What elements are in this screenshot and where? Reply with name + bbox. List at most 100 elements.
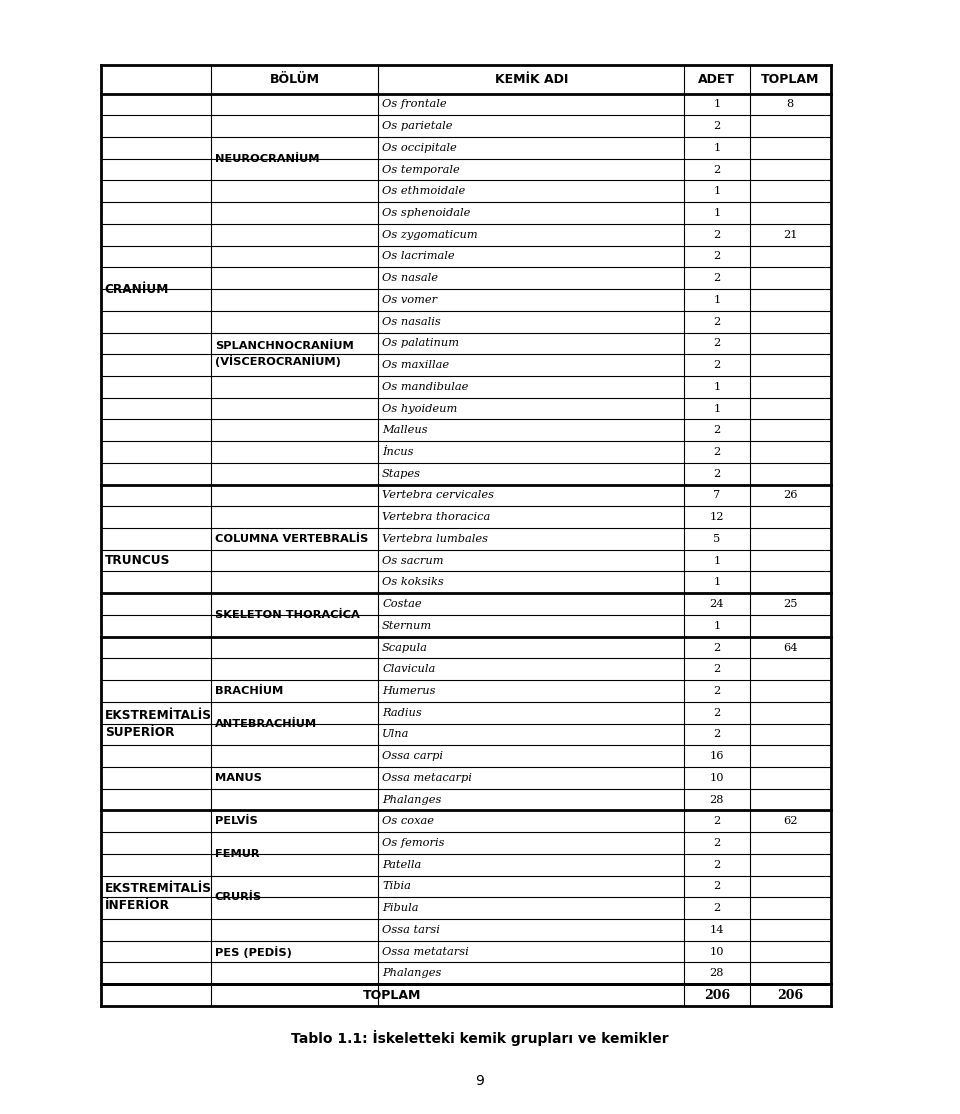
Text: Os nasalis: Os nasalis bbox=[382, 316, 441, 326]
Text: Phalanges: Phalanges bbox=[382, 968, 442, 978]
Text: SPLANCHNOCRANİUM
(VİSCEROCRANİUM): SPLANCHNOCRANİUM (VİSCEROCRANİUM) bbox=[215, 341, 353, 368]
Text: Os femoris: Os femoris bbox=[382, 838, 444, 848]
Text: 2: 2 bbox=[713, 339, 721, 349]
Text: EKSTREMİTALİS
SUPERİOR: EKSTREMİTALİS SUPERİOR bbox=[105, 709, 211, 739]
Text: 2: 2 bbox=[713, 664, 721, 674]
Text: 7: 7 bbox=[713, 490, 721, 500]
Text: Os temporale: Os temporale bbox=[382, 165, 460, 175]
Text: 24: 24 bbox=[709, 599, 724, 609]
Text: 2: 2 bbox=[713, 229, 721, 240]
Text: Vertebra lumbales: Vertebra lumbales bbox=[382, 534, 488, 544]
Text: 26: 26 bbox=[783, 490, 798, 500]
Text: 1: 1 bbox=[713, 186, 721, 196]
Text: 1: 1 bbox=[713, 295, 721, 305]
Text: İncus: İncus bbox=[382, 447, 414, 457]
Text: 8: 8 bbox=[786, 99, 794, 109]
Text: 62: 62 bbox=[783, 817, 798, 827]
Text: Os mandibulae: Os mandibulae bbox=[382, 382, 468, 392]
Text: 1: 1 bbox=[713, 556, 721, 566]
Text: PELVİS: PELVİS bbox=[215, 817, 257, 827]
Text: Phalanges: Phalanges bbox=[382, 794, 442, 804]
Text: Os koksiks: Os koksiks bbox=[382, 577, 444, 587]
Text: 2: 2 bbox=[713, 686, 721, 696]
Text: 16: 16 bbox=[709, 751, 724, 761]
Text: Ossa tarsi: Ossa tarsi bbox=[382, 925, 440, 935]
Text: Os ethmoidale: Os ethmoidale bbox=[382, 186, 466, 196]
Text: Vertebra thoracica: Vertebra thoracica bbox=[382, 512, 491, 522]
Text: Fibula: Fibula bbox=[382, 903, 419, 913]
Text: 2: 2 bbox=[713, 838, 721, 848]
Text: NEUROCRANİUM: NEUROCRANİUM bbox=[215, 154, 320, 164]
Text: 10: 10 bbox=[709, 947, 724, 957]
Text: 1: 1 bbox=[713, 99, 721, 109]
Text: 2: 2 bbox=[713, 881, 721, 891]
Text: 5: 5 bbox=[713, 534, 721, 544]
Text: Os coxae: Os coxae bbox=[382, 817, 434, 827]
Text: Ossa metatarsi: Ossa metatarsi bbox=[382, 947, 468, 957]
Text: ADET: ADET bbox=[698, 72, 735, 86]
Text: EKSTREMİTALİS
İNFERİOR: EKSTREMİTALİS İNFERİOR bbox=[105, 882, 211, 912]
Text: 1: 1 bbox=[713, 403, 721, 413]
Text: 2: 2 bbox=[713, 252, 721, 262]
Text: 2: 2 bbox=[713, 730, 721, 740]
Text: Os zygomaticum: Os zygomaticum bbox=[382, 229, 478, 240]
Text: 64: 64 bbox=[783, 643, 798, 653]
Text: Vertebra cervicales: Vertebra cervicales bbox=[382, 490, 494, 500]
Text: 10: 10 bbox=[709, 773, 724, 783]
Text: 12: 12 bbox=[709, 512, 724, 522]
Text: 21: 21 bbox=[783, 229, 798, 240]
Text: Ulna: Ulna bbox=[382, 730, 410, 740]
Text: TOPLAM: TOPLAM bbox=[363, 988, 421, 1001]
Text: Tablo 1.1: İskeletteki kemik grupları ve kemikler: Tablo 1.1: İskeletteki kemik grupları ve… bbox=[291, 1030, 669, 1046]
Text: Humerus: Humerus bbox=[382, 686, 436, 696]
Text: Os maxillae: Os maxillae bbox=[382, 360, 449, 370]
Text: 2: 2 bbox=[713, 426, 721, 436]
Text: Ossa metacarpi: Ossa metacarpi bbox=[382, 773, 472, 783]
Text: Scapula: Scapula bbox=[382, 643, 428, 653]
Text: Sternum: Sternum bbox=[382, 620, 432, 631]
Text: Os occipitale: Os occipitale bbox=[382, 143, 457, 153]
Text: COLUMNA VERTEBRALİS: COLUMNA VERTEBRALİS bbox=[215, 534, 368, 544]
Text: 206: 206 bbox=[778, 988, 804, 1001]
Text: 1: 1 bbox=[713, 143, 721, 153]
Text: MANUS: MANUS bbox=[215, 773, 262, 783]
Text: CRANİUM: CRANİUM bbox=[105, 283, 169, 295]
Text: 2: 2 bbox=[713, 860, 721, 870]
Text: 1: 1 bbox=[713, 620, 721, 631]
Text: Os parietale: Os parietale bbox=[382, 121, 452, 131]
Text: Ossa carpi: Ossa carpi bbox=[382, 751, 444, 761]
Text: Malleus: Malleus bbox=[382, 426, 428, 436]
Text: 206: 206 bbox=[704, 988, 730, 1001]
Text: Stapes: Stapes bbox=[382, 469, 421, 479]
Text: CRURİS: CRURİS bbox=[215, 892, 262, 902]
Text: BÖLÜM: BÖLÜM bbox=[270, 72, 320, 86]
Text: 1: 1 bbox=[713, 382, 721, 392]
Text: PES (PEDİS): PES (PEDİS) bbox=[215, 946, 292, 958]
Text: 2: 2 bbox=[713, 360, 721, 370]
Text: 2: 2 bbox=[713, 903, 721, 913]
Text: 14: 14 bbox=[709, 925, 724, 935]
Text: Costae: Costae bbox=[382, 599, 421, 609]
Text: 2: 2 bbox=[713, 316, 721, 326]
Text: TOPLAM: TOPLAM bbox=[761, 72, 820, 86]
Text: 9: 9 bbox=[475, 1074, 485, 1087]
Text: 25: 25 bbox=[783, 599, 798, 609]
Text: SKELETON THORACİCA: SKELETON THORACİCA bbox=[215, 609, 360, 620]
Text: 2: 2 bbox=[713, 273, 721, 283]
Text: 28: 28 bbox=[709, 794, 724, 804]
Text: TRUNCUS: TRUNCUS bbox=[105, 554, 170, 567]
Text: 2: 2 bbox=[713, 643, 721, 653]
Text: Os lacrimale: Os lacrimale bbox=[382, 252, 455, 262]
Text: 2: 2 bbox=[713, 447, 721, 457]
Text: Os sphenoidale: Os sphenoidale bbox=[382, 208, 470, 218]
Text: Os vomer: Os vomer bbox=[382, 295, 437, 305]
Text: 2: 2 bbox=[713, 707, 721, 717]
Text: Tibia: Tibia bbox=[382, 881, 411, 891]
Text: 2: 2 bbox=[713, 817, 721, 827]
Text: FEMUR: FEMUR bbox=[215, 849, 259, 859]
Text: 1: 1 bbox=[713, 208, 721, 218]
Text: Os frontale: Os frontale bbox=[382, 99, 446, 109]
Text: Patella: Patella bbox=[382, 860, 421, 870]
Text: Clavicula: Clavicula bbox=[382, 664, 435, 674]
Text: 28: 28 bbox=[709, 968, 724, 978]
